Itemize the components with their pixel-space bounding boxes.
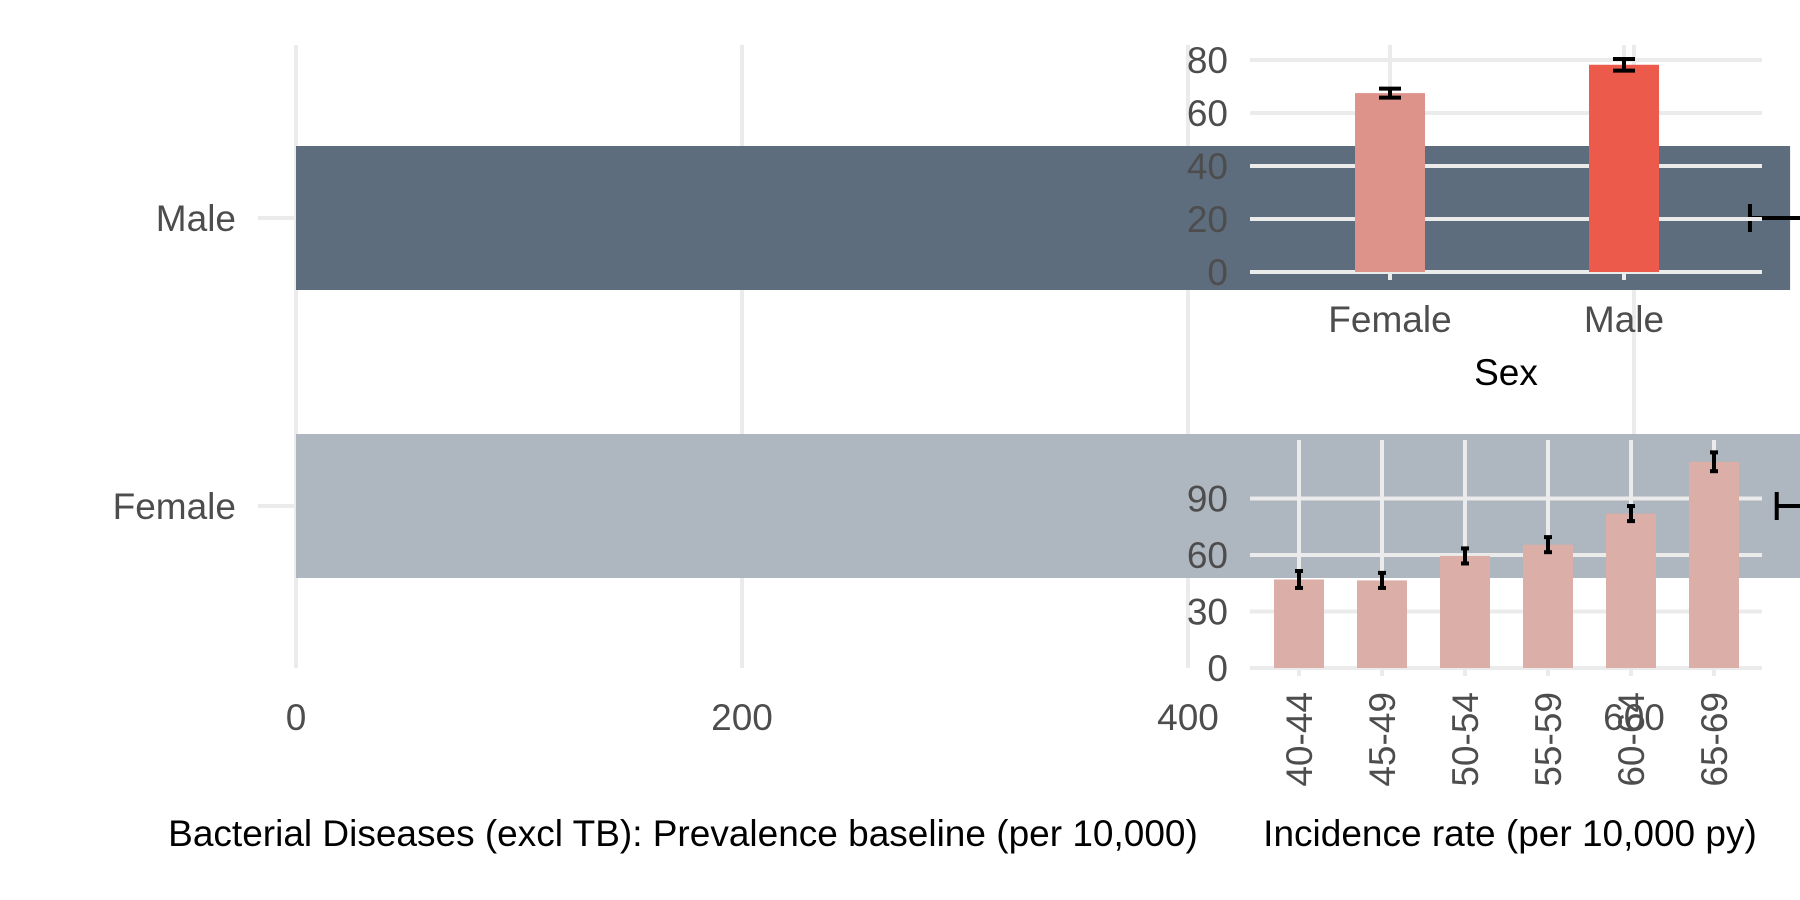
age-incidence-category-label: 40-44 [1279,692,1320,787]
age-incidence-bar-65-69 [1689,461,1739,668]
sex-incidence-y-tick-label: 80 [1187,40,1228,81]
sex-incidence-y-tick-label: 20 [1187,199,1228,240]
sex-incidence-error-bars [1379,56,1635,100]
sex-incidence-bars [1355,64,1659,273]
prevalence-tick-labels: 0 200 400 600 [286,697,1665,738]
sex-incidence-bar-male [1589,64,1659,273]
age-incidence-bars [1274,461,1739,668]
age-incidence-bar-50-54 [1440,555,1490,668]
age-incidence-tick-labels: 0 30 60 90 [1187,479,1228,690]
age-incidence-category-labels: 40-44 45-49 50-54 55-59 60-64 65-69 [1279,692,1735,787]
age-incidence-y-tick-label: 30 [1187,592,1228,633]
age-incidence-category-label: 60-64 [1611,692,1652,787]
sex-incidence-bar-female [1355,93,1425,272]
age-incidence-x-axis-title: Incidence rate (per 10,000 py) [1263,813,1757,854]
prevalence-category-labels: Male Female [113,198,236,527]
age-incidence-category-label: 45-49 [1362,692,1403,787]
prevalence-x-tick-label: 0 [286,697,307,738]
prevalence-x-tick-label: 200 [711,697,773,738]
prevalence-x-axis-title: Bacterial Diseases (excl TB): Prevalence… [168,813,1198,854]
sex-incidence-y-tick-label: 60 [1187,93,1228,134]
age-incidence-error-bars [1295,450,1718,590]
sex-incidence-tick-labels: 0 20 40 60 80 [1187,40,1228,293]
prevalence-category-label: Male [156,198,236,239]
age-incidence-y-tick-label: 90 [1187,479,1228,520]
prevalence-bars [296,146,1800,578]
age-incidence-bar-40-44 [1274,579,1324,668]
age-incidence-panel: 0 30 60 90 40-44 45-49 50-54 55-59 60-64 65-69 I… [1187,440,1762,854]
age-incidence-y-tick-label: 0 [1207,648,1228,689]
prevalence-x-tick-label: 600 [1603,697,1665,738]
age-incidence-bar-60-64 [1606,513,1656,668]
age-incidence-bar-45-49 [1357,580,1407,668]
sex-incidence-category-labels: Female Male [1328,299,1664,340]
age-incidence-y-tick-label: 60 [1187,535,1228,576]
sex-incidence-panel: 0 20 40 60 80 Female Male Sex [1187,40,1762,393]
prevalence-x-tick-label: 400 [1157,697,1219,738]
prevalence-category-label: Female [113,486,236,527]
sex-incidence-category-label: Female [1328,299,1451,340]
age-incidence-bar-55-59 [1523,544,1573,668]
age-incidence-category-label: 55-59 [1528,692,1569,787]
sex-incidence-x-axis-title: Sex [1474,352,1538,393]
age-incidence-category-label: 65-69 [1694,692,1735,787]
sex-incidence-y-tick-label: 0 [1207,252,1228,293]
sex-incidence-y-tick-label: 40 [1187,146,1228,187]
sex-incidence-category-label: Male [1584,299,1664,340]
age-incidence-category-label: 50-54 [1445,692,1486,787]
